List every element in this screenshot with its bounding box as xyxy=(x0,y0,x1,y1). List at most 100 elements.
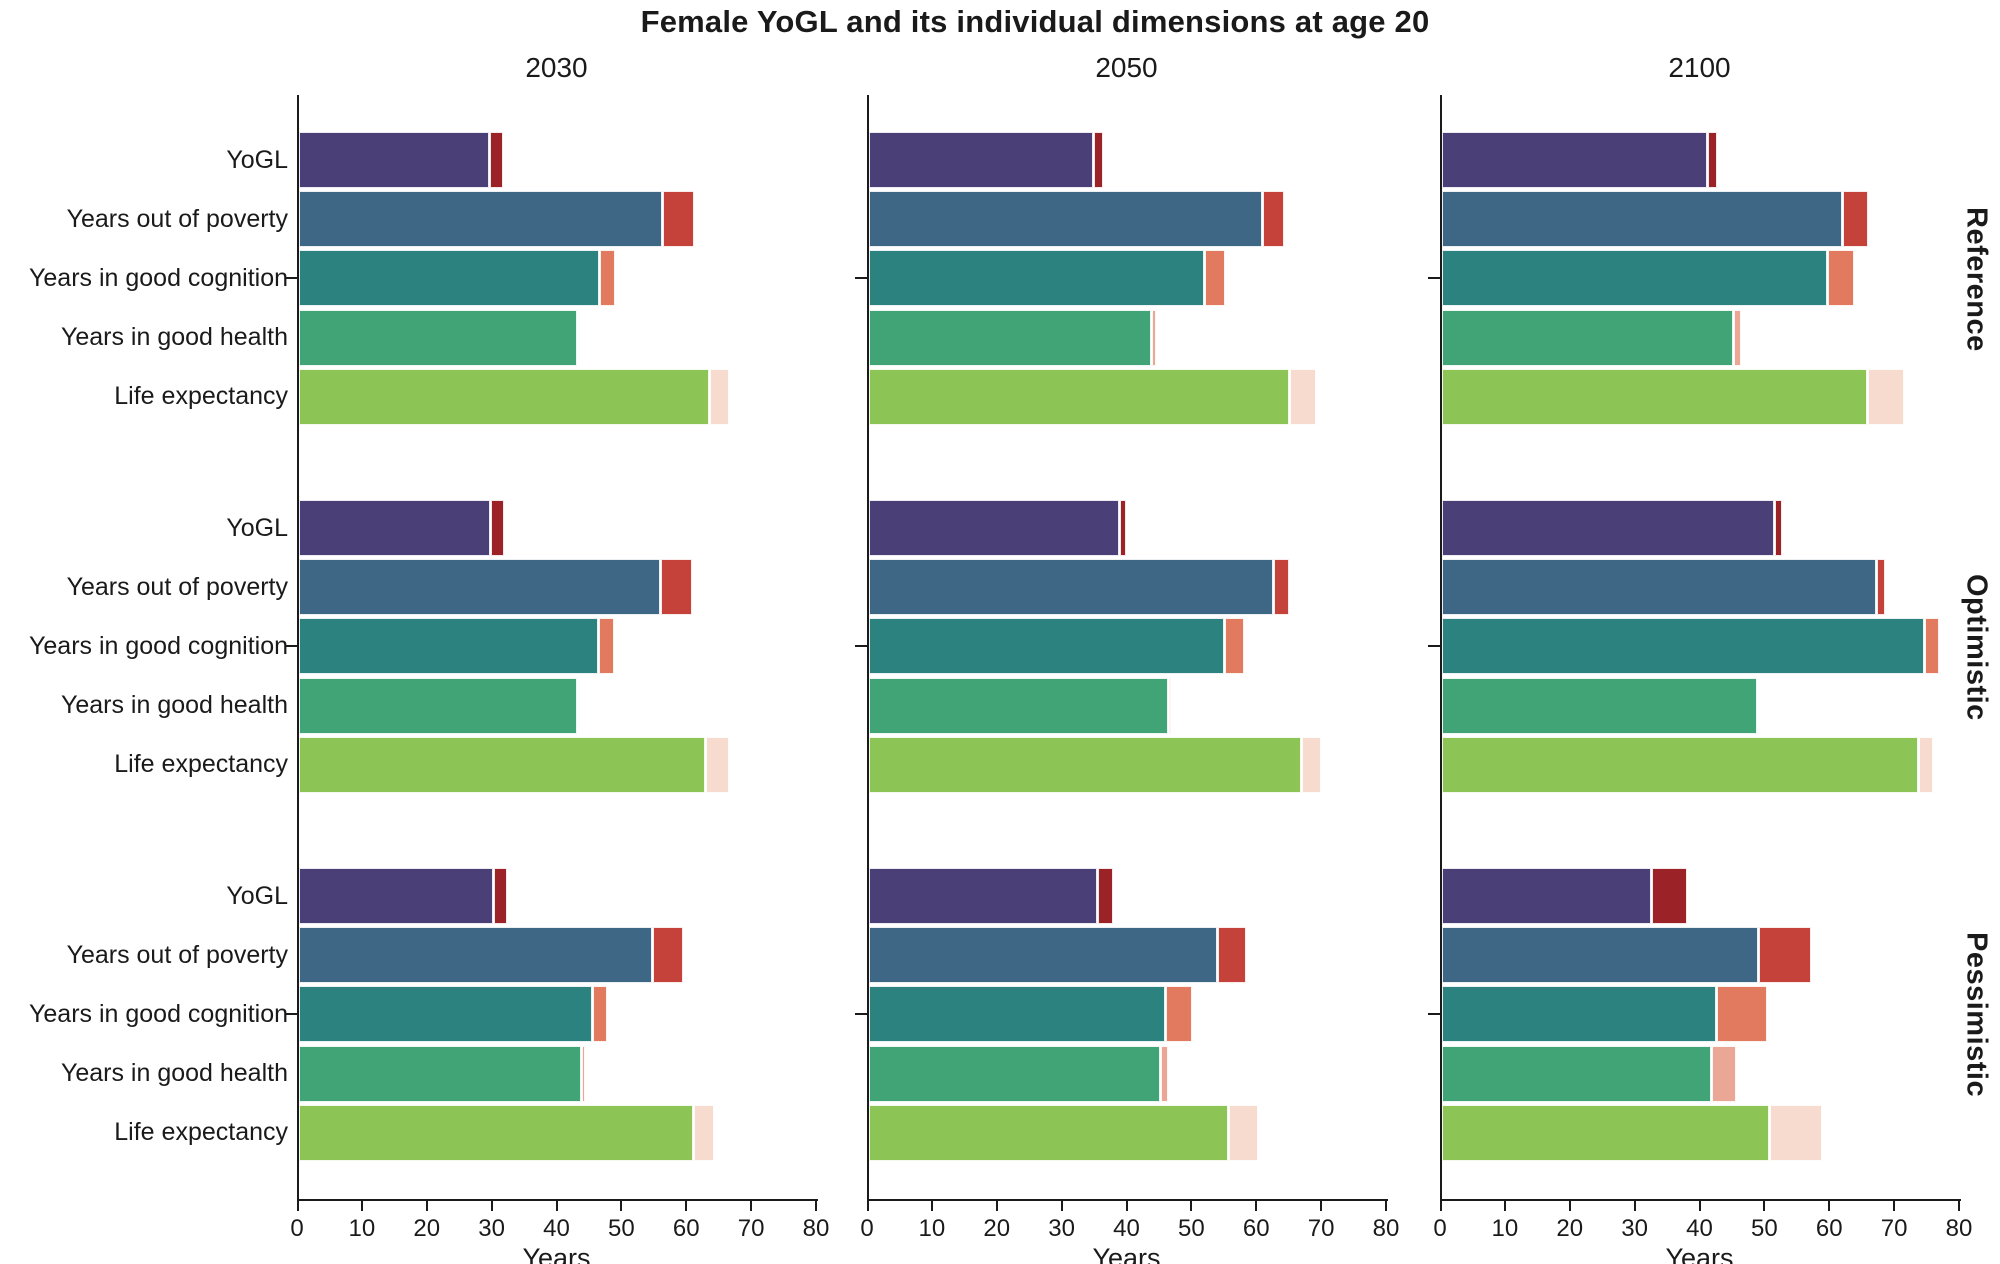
bar-extension-life-expectancy xyxy=(1229,1104,1258,1161)
bar-extension-years-in-good-cognition xyxy=(1205,250,1226,307)
x-axis-tick-label: 70 xyxy=(1307,1215,1335,1242)
bar-main-life-expectancy xyxy=(299,736,706,793)
bar-extension-life-expectancy xyxy=(1302,736,1322,793)
bar-extension-years-out-of-poverty xyxy=(662,191,694,248)
x-axis-tick-label: 0 xyxy=(860,1215,874,1242)
mid-category-tick xyxy=(855,277,867,280)
category-label-yogl: YoGL xyxy=(226,881,288,910)
x-axis-tick xyxy=(750,1201,753,1211)
bar-extension-years-out-of-poverty xyxy=(652,927,684,984)
bar-main-years-in-good-cognition xyxy=(869,986,1166,1043)
bar-extension-years-out-of-poverty xyxy=(660,559,692,616)
bar-main-years-out-of-poverty xyxy=(1442,927,1758,984)
category-label-yogl: YoGL xyxy=(226,145,288,174)
bar-extension-yogl xyxy=(1775,500,1782,556)
bar-main-years-in-good-health xyxy=(299,1045,582,1102)
mid-category-tick xyxy=(855,1013,867,1016)
bar-extension-yogl xyxy=(1651,868,1687,924)
bar-extension-years-in-good-health xyxy=(1160,1045,1169,1102)
bar-main-years-in-good-health xyxy=(1442,677,1758,734)
y-axis-line xyxy=(867,831,869,1199)
bar-extension-life-expectancy xyxy=(693,1104,714,1161)
bar-extension-years-in-good-health xyxy=(1734,309,1742,366)
bar-extension-years-in-good-cognition xyxy=(593,986,607,1043)
category-label-years-in-good-health: Years in good health xyxy=(60,1059,288,1088)
panel-pessimistic-2030: 0 10 20 30 40 50 60 70 80 Years xyxy=(285,831,829,1264)
bar-main-years-in-good-cognition xyxy=(869,250,1205,307)
y-axis-line xyxy=(1440,95,1442,463)
bar-main-life-expectancy xyxy=(1442,736,1919,793)
x-axis-tick-label: 80 xyxy=(1945,1215,1973,1242)
bar-main-years-in-good-health xyxy=(869,309,1151,366)
x-axis-tick-label: 40 xyxy=(543,1215,570,1242)
bar-main-yogl xyxy=(869,500,1119,556)
bar-main-yogl xyxy=(1442,868,1651,924)
category-label-life-expectancy: Life expectancy xyxy=(114,750,288,779)
row-title-optimistic: Optimistic xyxy=(1960,573,1993,721)
x-axis-tick-label: 70 xyxy=(737,1215,765,1242)
bar-main-yogl xyxy=(1442,500,1775,556)
bar-main-years-out-of-poverty xyxy=(299,191,662,248)
category-label-years-in-good-cognition: Years in good cognition xyxy=(29,631,288,660)
x-axis-tick xyxy=(1440,1201,1442,1211)
x-axis-tick-label: 70 xyxy=(1880,1215,1908,1242)
category-label-yogl: YoGL xyxy=(226,513,288,542)
bar-extension-life-expectancy xyxy=(1867,368,1905,425)
column-title-2050: 2050 xyxy=(1095,52,1158,83)
y-axis-line xyxy=(867,95,869,463)
bar-main-yogl xyxy=(299,500,491,556)
category-label-years-out-of-poverty: Years out of poverty xyxy=(66,572,288,601)
mid-category-tick xyxy=(1428,1013,1440,1016)
bar-main-years-out-of-poverty xyxy=(299,559,660,616)
y-axis-line xyxy=(297,463,299,831)
x-axis-label: Years xyxy=(522,1243,591,1264)
bar-extension-years-out-of-poverty xyxy=(1758,927,1811,984)
x-axis-tick-label: 10 xyxy=(348,1215,376,1242)
mid-category-tick xyxy=(285,645,297,648)
x-axis-tick-label: 80 xyxy=(802,1215,830,1242)
bar-extension-yogl xyxy=(491,500,504,556)
panel-reference-2050 xyxy=(855,95,1386,463)
x-axis-tick xyxy=(1255,1201,1258,1211)
bar-main-years-in-good-health xyxy=(1442,309,1734,366)
x-axis-tick xyxy=(1190,1201,1193,1211)
bar-extension-years-out-of-poverty xyxy=(1263,191,1284,248)
x-axis-tick xyxy=(995,1201,998,1211)
bar-extension-years-in-good-health xyxy=(1151,309,1157,366)
bar-main-years-in-good-health xyxy=(1442,1045,1712,1102)
x-axis-line xyxy=(867,1199,1388,1201)
bar-main-years-in-good-cognition xyxy=(1442,986,1716,1043)
x-axis-tick xyxy=(930,1201,933,1211)
bar-extension-life-expectancy xyxy=(709,368,729,425)
x-axis-tick xyxy=(815,1201,817,1211)
bar-extension-years-in-good-cognition xyxy=(1166,986,1192,1043)
category-label-life-expectancy: Life expectancy xyxy=(114,1118,288,1147)
x-axis-tick xyxy=(1828,1201,1831,1211)
panel-pessimistic-2050: 0 10 20 30 40 50 60 70 80 Years xyxy=(855,831,1399,1264)
x-axis-tick xyxy=(1568,1201,1571,1211)
bar-main-years-out-of-poverty xyxy=(869,927,1217,984)
chart-title: Female YoGL and its individual dimension… xyxy=(640,4,1430,39)
x-axis-tick-label: 20 xyxy=(413,1215,441,1242)
x-axis-tick-label: 30 xyxy=(1621,1215,1648,1242)
bar-main-years-in-good-cognition xyxy=(299,986,593,1043)
bar-extension-yogl xyxy=(493,868,507,924)
x-axis-line xyxy=(297,1199,818,1201)
bar-main-yogl xyxy=(869,868,1097,924)
x-axis-tick-label: 30 xyxy=(1048,1215,1075,1242)
y-axis-line xyxy=(297,831,299,1199)
x-axis-line xyxy=(1440,1199,1961,1201)
bar-extension-yogl xyxy=(490,132,503,188)
x-axis-tick-label: 50 xyxy=(608,1215,635,1242)
bar-main-life-expectancy xyxy=(869,1104,1229,1161)
bar-main-yogl xyxy=(299,132,490,188)
bar-main-years-out-of-poverty xyxy=(1442,559,1876,616)
category-label-years-in-good-health: Years in good health xyxy=(60,691,288,720)
x-axis-tick-label: 0 xyxy=(290,1215,304,1242)
bar-main-years-in-good-cognition xyxy=(869,618,1225,675)
panel-optimistic-2100 xyxy=(1428,463,1959,831)
bar-extension-yogl xyxy=(1707,132,1717,188)
bar-extension-yogl xyxy=(1119,500,1126,556)
category-label-years-in-good-cognition: Years in good cognition xyxy=(29,263,288,292)
bar-extension-years-in-good-cognition xyxy=(600,250,616,307)
